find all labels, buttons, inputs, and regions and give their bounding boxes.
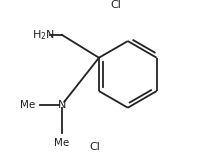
Text: N: N [58,100,66,110]
Text: Me: Me [54,138,70,148]
Text: H$_2$N: H$_2$N [32,28,55,42]
Text: Cl: Cl [89,142,100,152]
Text: Me: Me [20,100,36,110]
Text: Cl: Cl [111,0,122,10]
